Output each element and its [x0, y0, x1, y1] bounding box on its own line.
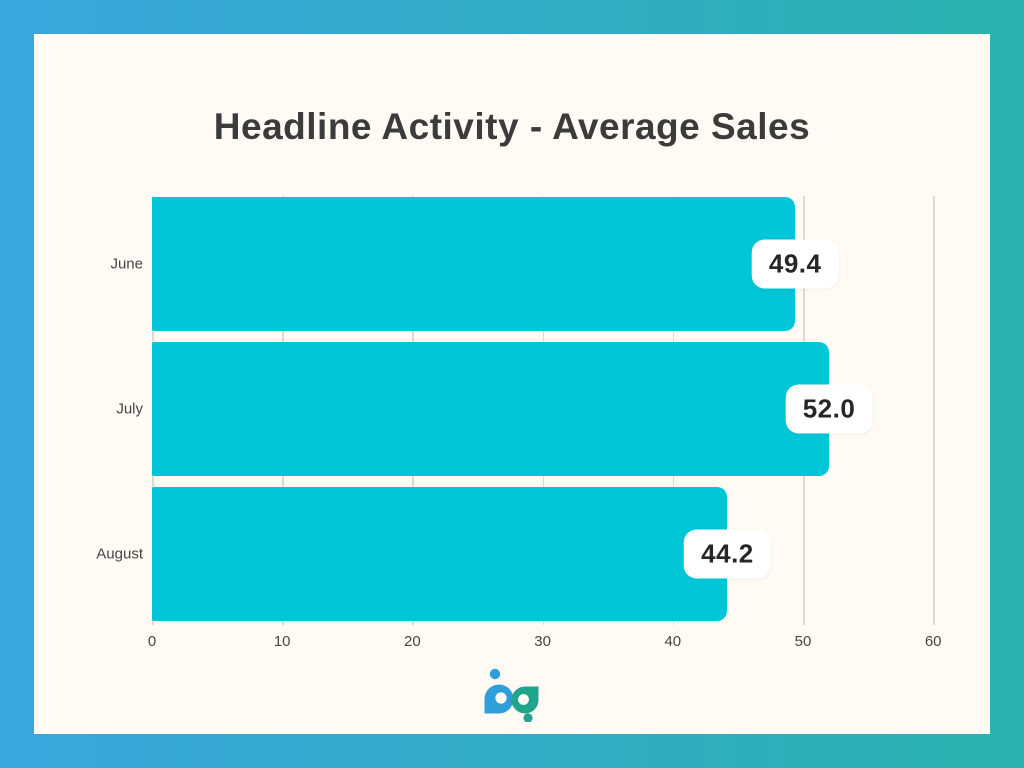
- bp-logo: [34, 666, 990, 722]
- bar-june: [152, 197, 796, 331]
- chart-title: Headline Activity - Average Sales: [213, 106, 811, 147]
- y-axis-label: June: [110, 255, 143, 273]
- chart-card: Headline Activity - Average Sales 0 10 20 3…: [34, 34, 990, 734]
- x-axis-tick-label: 50: [794, 633, 812, 650]
- bar-row-august: August 44.2: [96, 487, 942, 621]
- x-axis-tick-label: 30: [534, 633, 551, 650]
- gridline: [933, 196, 935, 625]
- plot-area: 0 10 20 30 40 50 60 June 49.4 July 52.0 August 44.2: [96, 196, 942, 650]
- value-badge: 52.0: [785, 384, 873, 434]
- bar-row-july: July 52.0: [116, 342, 942, 476]
- x-axis-tick-label: 40: [664, 633, 682, 650]
- x-axis-tick-label: 0: [147, 633, 157, 650]
- x-axis-tick-label: 10: [273, 633, 291, 650]
- y-axis-label: August: [96, 545, 143, 563]
- bar-row-june: June 49.4: [110, 197, 942, 331]
- bp-logo-icon: [484, 668, 539, 722]
- y-axis-label: July: [116, 400, 143, 418]
- bar-july: [152, 342, 830, 476]
- value-badge: 44.2: [684, 529, 771, 579]
- x-axis-tick-label: 20: [404, 633, 421, 650]
- bar-august: [152, 487, 728, 621]
- x-axis-tick-label: 60: [924, 633, 942, 650]
- value-badge: 49.4: [751, 239, 839, 289]
